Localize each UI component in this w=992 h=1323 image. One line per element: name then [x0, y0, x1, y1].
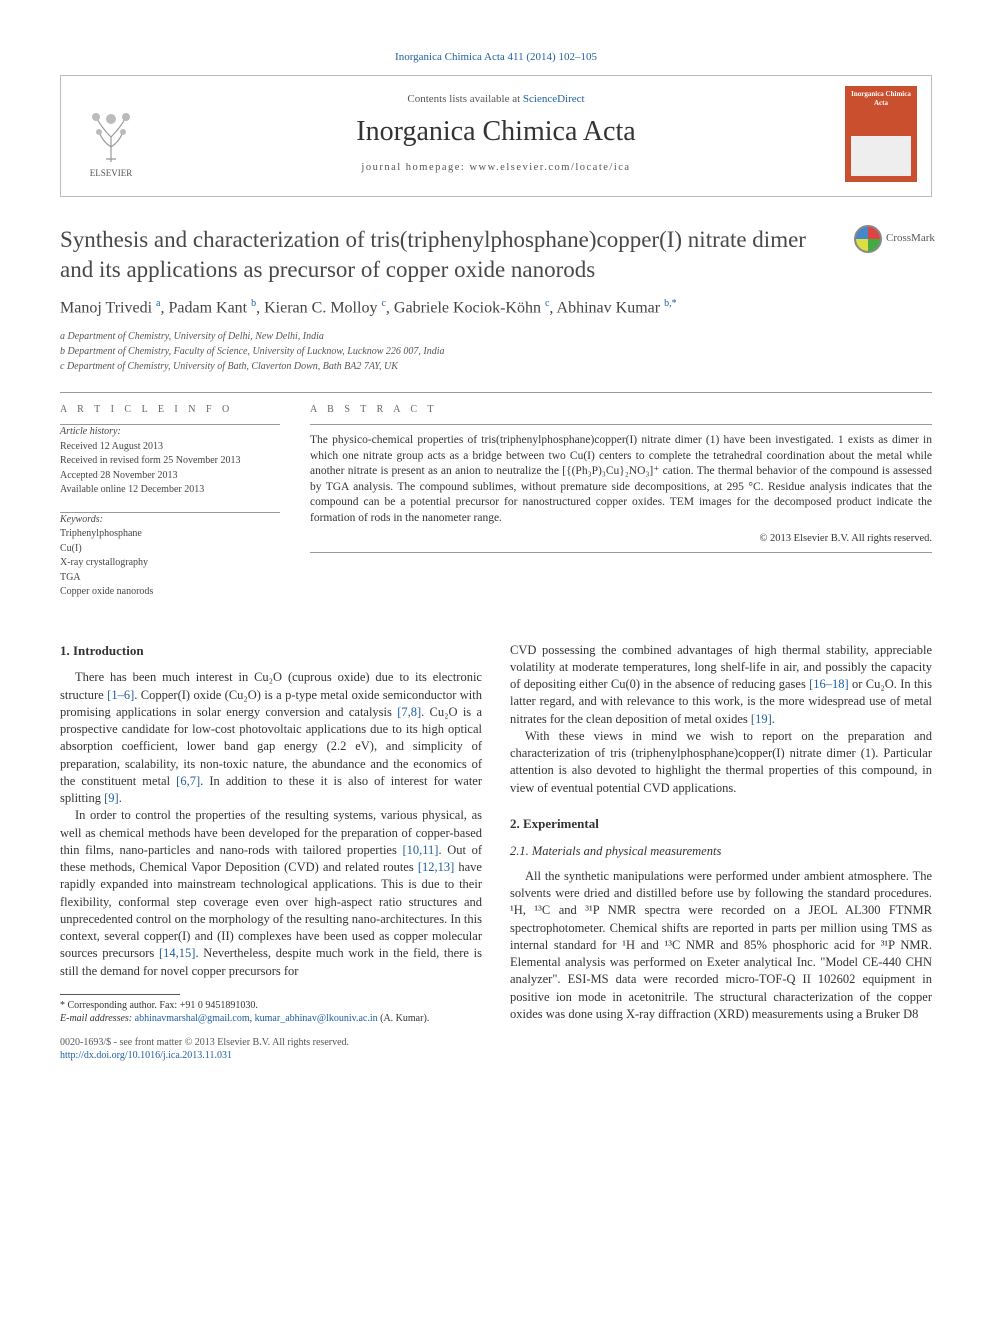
publisher-name: ELSEVIER: [90, 167, 133, 179]
doi-link[interactable]: http://dx.doi.org/10.1016/j.ica.2013.11.…: [60, 1050, 232, 1061]
author-list: Manoj Trivedi a, Padam Kant b, Kieran C.…: [60, 297, 932, 319]
elsevier-tree-icon: [81, 107, 141, 167]
keyword-4: TGA: [60, 571, 280, 586]
ref-19[interactable]: [19]: [751, 712, 772, 726]
article-info-label: A R T I C L E I N F O: [60, 403, 280, 417]
abstract-label: A B S T R A C T: [310, 403, 932, 417]
journal-name: Inorganica Chimica Acta: [161, 113, 831, 151]
corresponding-author-note: * Corresponding author. Fax: +91 0 94518…: [60, 999, 482, 1013]
keywords-heading: Keywords:: [60, 513, 280, 528]
affiliation-c: c Department of Chemistry, University of…: [60, 359, 932, 374]
keyword-5: Copper oxide nanorods: [60, 585, 280, 600]
contents-available-line: Contents lists available at ScienceDirec…: [161, 92, 831, 107]
top-citation: Inorganica Chimica Acta 411 (2014) 102–1…: [60, 50, 932, 65]
ref-6-7[interactable]: [6,7]: [176, 774, 200, 788]
homepage-url[interactable]: www.elsevier.com/locate/ica: [469, 162, 630, 173]
keyword-1: Triphenylphosphane: [60, 527, 280, 542]
keyword-3: X-ray crystallography: [60, 556, 280, 571]
email-link-2[interactable]: kumar_abhinav@lkouniv.ac.in: [255, 1013, 378, 1024]
intro-para-4: With these views in mind we wish to repo…: [510, 728, 932, 797]
ref-12-13[interactable]: [12,13]: [418, 860, 454, 874]
ref-16-18[interactable]: [16–18]: [809, 677, 849, 691]
history-online: Available online 12 December 2013: [60, 483, 280, 498]
ref-10-11[interactable]: [10,11]: [402, 843, 438, 857]
crossmark-icon: [854, 225, 882, 253]
crossmark-label: CrossMark: [886, 231, 935, 246]
journal-cover-thumbnail: Inorganica Chimica Acta: [845, 86, 917, 182]
article-title: Synthesis and characterization of tris(t…: [60, 225, 836, 285]
abstract-text: The physico-chemical properties of tris(…: [310, 433, 932, 526]
abstract-copyright: © 2013 Elsevier B.V. All rights reserved…: [310, 532, 932, 546]
keyword-2: Cu(I): [60, 542, 280, 557]
keywords-block: Keywords: Triphenylphosphane Cu(I) X-ray…: [60, 513, 280, 600]
affiliation-a: a Department of Chemistry, University of…: [60, 329, 932, 344]
history-heading: Article history:: [60, 425, 280, 440]
email-addresses: E-mail addresses: abhinavmarshal@gmail.c…: [60, 1012, 482, 1026]
history-revised: Received in revised form 25 November 201…: [60, 454, 280, 469]
intro-para-1: There has been much interest in Cu₂O (cu…: [60, 669, 482, 807]
crossmark-badge[interactable]: CrossMark: [854, 225, 932, 253]
sciencedirect-link[interactable]: ScienceDirect: [523, 93, 585, 105]
footnote-separator: [60, 994, 180, 995]
history-received: Received 12 August 2013: [60, 440, 280, 455]
experimental-para-1: All the synthetic manipulations were per…: [510, 868, 932, 1023]
ref-7-8[interactable]: [7,8]: [397, 705, 421, 719]
ref-9[interactable]: [9]: [104, 791, 119, 805]
bottom-copyright: 0020-1693/$ - see front matter © 2013 El…: [60, 1036, 482, 1062]
section-1-heading: 1. Introduction: [60, 642, 482, 660]
elsevier-logo: ELSEVIER: [75, 89, 147, 179]
issn-line: 0020-1693/$ - see front matter © 2013 El…: [60, 1036, 482, 1049]
contents-prefix: Contents lists available at: [407, 93, 522, 105]
intro-para-2: In order to control the properties of th…: [60, 807, 482, 980]
article-body: 1. Introduction There has been much inte…: [60, 642, 932, 1062]
history-accepted: Accepted 28 November 2013: [60, 469, 280, 484]
affiliation-b: b Department of Chemistry, Faculty of Sc…: [60, 344, 932, 359]
homepage-prefix: journal homepage:: [361, 162, 469, 173]
ref-1-6[interactable]: [1–6]: [107, 688, 134, 702]
intro-para-3: CVD possessing the combined advantages o…: [510, 642, 932, 728]
section-2-heading: 2. Experimental: [510, 815, 932, 833]
affiliations: a Department of Chemistry, University of…: [60, 329, 932, 374]
email-link-1[interactable]: abhinavmarshal@gmail.com: [135, 1013, 250, 1024]
journal-header: ELSEVIER Contents lists available at Sci…: [60, 75, 932, 197]
section-2-1-heading: 2.1. Materials and physical measurements: [510, 843, 932, 860]
article-history: Article history: Received 12 August 2013…: [60, 425, 280, 498]
cover-title: Inorganica Chimica Acta: [849, 90, 913, 109]
ref-14-15[interactable]: [14,15]: [159, 946, 195, 960]
footnotes: * Corresponding author. Fax: +91 0 94518…: [60, 999, 482, 1026]
journal-homepage: journal homepage: www.elsevier.com/locat…: [161, 161, 831, 175]
